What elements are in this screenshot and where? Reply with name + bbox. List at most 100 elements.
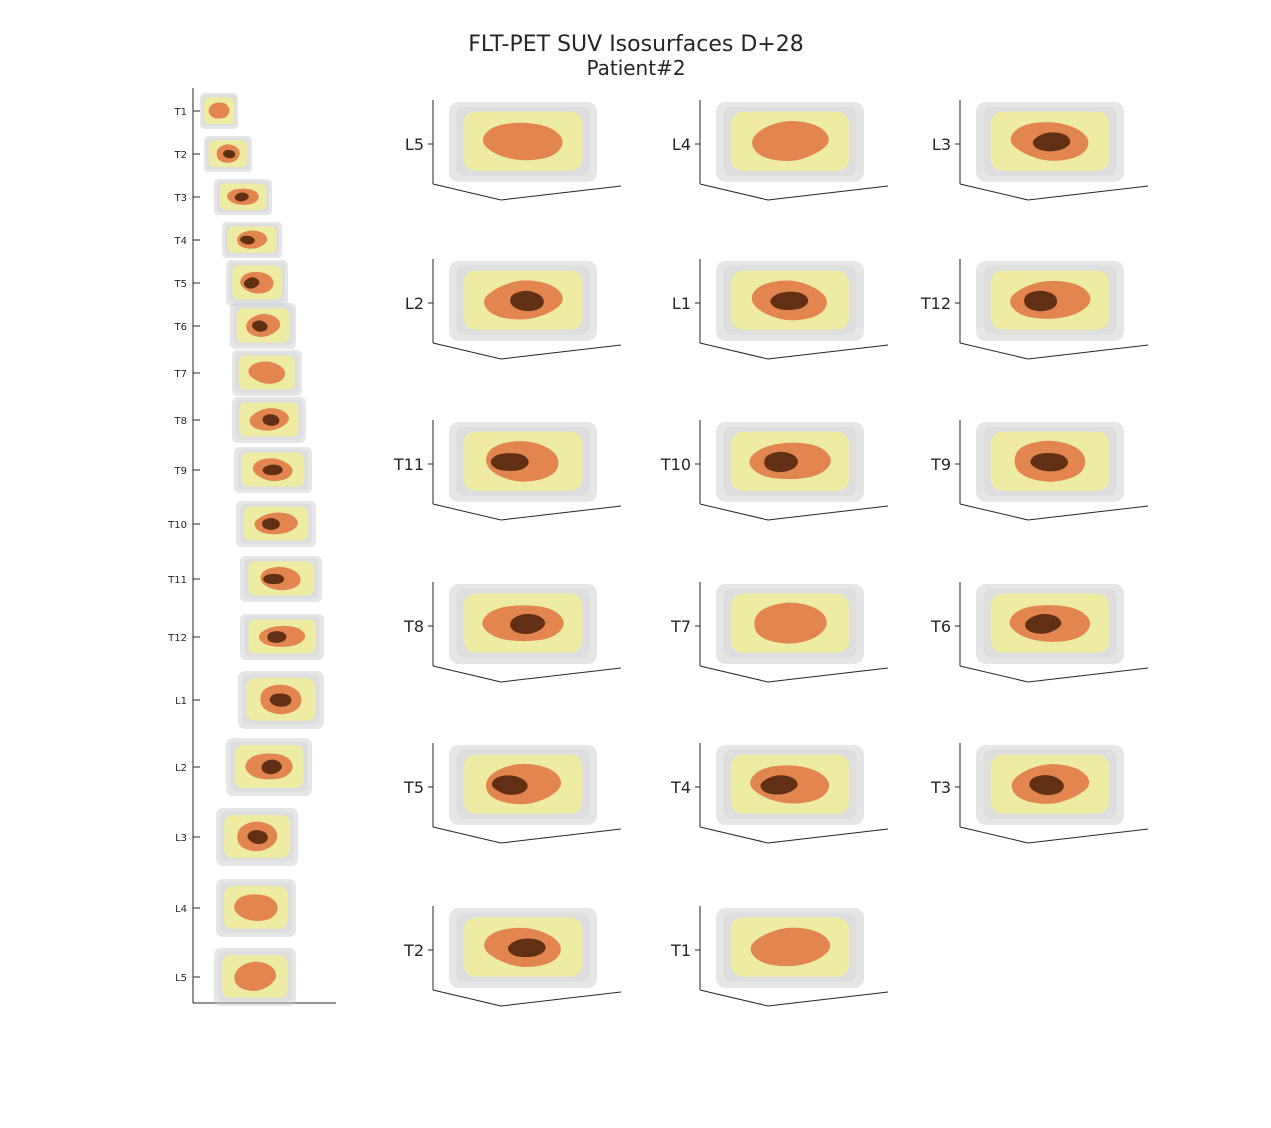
panel-label: T7 [670,617,691,636]
panel-y-axis [767,667,889,683]
panel-t9: T9 [930,420,1149,521]
panel-x-axis [699,826,769,844]
panel-t2: T2 [403,906,622,1007]
panel-t7-orange-isosurface [754,602,827,644]
stack-tick-label: L3 [175,833,187,844]
panel-t4-dark-core [760,775,798,795]
vertebrae-stack-panel: T1 T2 T3 T4 T5 T6 T7 T8 T9 T10 T11 T12 L1 L2 L3 L4 L5 [167,88,336,1006]
panel-t12: T12 [920,259,1149,360]
panel-t11: T11 [393,420,622,521]
panel-t5: T5 [403,743,622,844]
panel-t3-dark-core [1029,775,1064,796]
panel-y-axis [767,344,889,360]
stack-tick-label: T8 [174,416,187,427]
stack-tick-label: T5 [174,279,187,290]
panel-l3-dark-core [1032,132,1071,152]
panel-y-axis [1027,667,1149,683]
panel-label: T9 [930,455,951,474]
panel-y-axis [500,344,622,360]
panel-x-axis [699,183,769,201]
panel-t11-dark-core [490,453,529,471]
panel-label: L3 [932,135,951,154]
panel-label: T8 [403,617,424,636]
panel-label: T10 [660,455,691,474]
panel-t1-orange-isosurface [750,927,831,967]
panel-t9-dark-core [1030,452,1069,472]
panel-t10-dark-core [764,451,798,473]
stack-t10-dark-core [262,518,280,530]
panel-label: L1 [672,294,691,313]
panel-t6-dark-core [1025,613,1062,634]
panel-t1: T1 [670,906,889,1007]
panel-x-axis [432,342,502,360]
stack-t9-dark-core [262,464,283,476]
panel-x-axis [699,665,769,683]
panel-t7: T7 [670,582,889,683]
panel-label: T4 [670,778,691,797]
panel-t4: T4 [670,743,889,844]
panel-l2: L2 [405,259,622,360]
stack-t4-dark-core [240,235,255,245]
stack-tick-label: T2 [174,150,187,161]
panel-label: T1 [670,941,691,960]
panel-x-axis [959,183,1029,201]
stack-tick-label: L1 [175,696,187,707]
stack-tick-label: T1 [174,107,187,118]
stack-tick-label: T7 [174,369,187,380]
panel-y-axis [500,505,622,521]
panel-y-axis [500,667,622,683]
panel-label: T12 [920,294,951,313]
stack-tick-label: T10 [167,520,187,531]
panel-y-axis [767,185,889,201]
panel-t2-dark-core [507,938,546,958]
stack-tick-label: L2 [175,763,187,774]
stack-t3-dark-core [234,192,249,202]
panel-t6: T6 [930,582,1149,683]
stack-l2-dark-core [261,759,282,775]
stack-tick-label: T12 [167,633,187,644]
panel-y-axis [500,828,622,844]
figure-title: FLT-PET SUV Isosurfaces D+28 [468,32,804,57]
panel-t8-dark-core [510,613,546,635]
panel-y-axis [767,505,889,521]
panel-x-axis [432,826,502,844]
panel-l4: L4 [672,100,889,201]
stack-l1-dark-core [269,693,292,707]
stack-tick-label: T6 [174,322,187,333]
stack-tick-label: T3 [174,193,187,204]
panel-label: L2 [405,294,424,313]
panel-l3: L3 [932,100,1149,201]
panel-x-axis [432,503,502,521]
panel-l4-orange-isosurface [752,120,829,162]
stack-tick-label: L4 [175,904,187,915]
panel-label: T3 [930,778,951,797]
stack-t5-dark-core [243,277,260,289]
panel-x-axis [432,183,502,201]
panel-l2-dark-core [510,290,544,312]
panel-l5: L5 [405,100,622,201]
panel-x-axis [699,503,769,521]
panel-l5-orange-isosurface [482,122,563,161]
panel-t8: T8 [403,582,622,683]
panel-x-axis [699,342,769,360]
stack-l4-orange-isosurface [234,894,278,921]
stack-l3-dark-core [247,830,268,844]
panel-y-axis [1027,185,1149,201]
panel-t10: T10 [660,420,889,521]
panel-t5-dark-core [491,775,528,795]
panel-y-axis [500,991,622,1007]
panel-x-axis [432,665,502,683]
stack-t1-orange-isosurface [208,102,230,119]
panel-y-axis [1027,505,1149,521]
stack-t11-dark-core [263,573,285,585]
panel-x-axis [959,342,1029,360]
stack-l5-orange-isosurface [234,961,277,991]
panel-label: L4 [672,135,691,154]
stack-t6-dark-core [251,320,268,332]
panel-y-axis [1027,828,1149,844]
stack-tick-label: L5 [175,973,187,984]
panel-x-axis [959,665,1029,683]
stack-t7-orange-isosurface [248,361,286,384]
